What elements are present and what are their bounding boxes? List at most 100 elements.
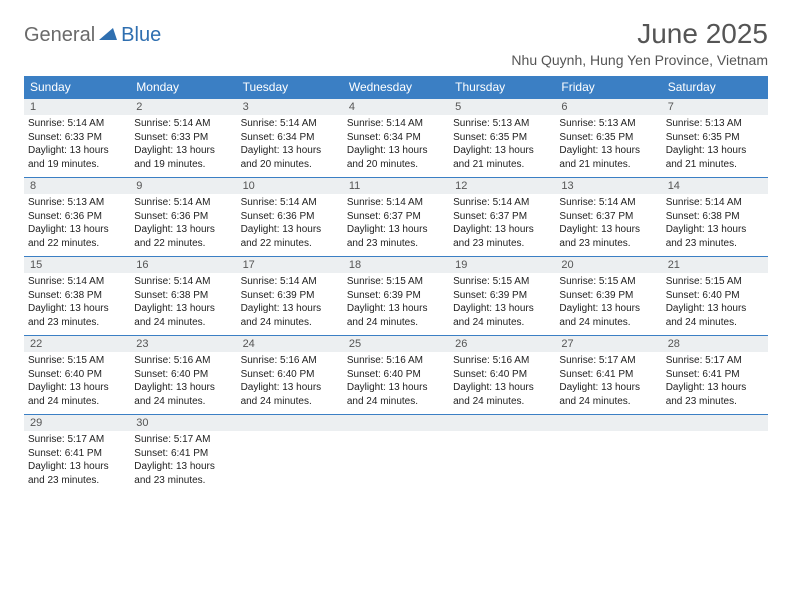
day-body-row: Sunrise: 5:14 AMSunset: 6:33 PMDaylight:… <box>24 115 768 178</box>
empty-day-body <box>662 434 768 490</box>
day-number: 14 <box>662 178 768 194</box>
day-number: 19 <box>449 257 555 273</box>
day-number: 26 <box>449 336 555 352</box>
day-number-row: 15161718192021 <box>24 257 768 274</box>
sunset-text: Sunset: 6:40 PM <box>241 368 339 382</box>
day-info: Sunrise: 5:14 AMSunset: 6:37 PMDaylight:… <box>449 194 555 256</box>
day-num-cell: 3 <box>237 99 343 116</box>
daylight-line1: Daylight: 13 hours <box>666 223 764 237</box>
day-number: 23 <box>130 336 236 352</box>
sunrise-text: Sunrise: 5:14 AM <box>134 275 232 289</box>
calendar-page: General Blue June 2025 Nhu Quynh, Hung Y… <box>0 0 792 511</box>
empty-day-number <box>555 415 661 431</box>
day-number: 17 <box>237 257 343 273</box>
sunset-text: Sunset: 6:36 PM <box>28 210 126 224</box>
day-body-cell: Sunrise: 5:16 AMSunset: 6:40 PMDaylight:… <box>237 352 343 415</box>
day-num-cell: 23 <box>130 336 236 353</box>
day-body-cell: Sunrise: 5:14 AMSunset: 6:34 PMDaylight:… <box>237 115 343 178</box>
day-num-cell: 30 <box>130 415 236 432</box>
day-info: Sunrise: 5:17 AMSunset: 6:41 PMDaylight:… <box>130 431 236 493</box>
daylight-line1: Daylight: 13 hours <box>453 223 551 237</box>
daylight-line1: Daylight: 13 hours <box>666 381 764 395</box>
calendar-table: Sunday Monday Tuesday Wednesday Thursday… <box>24 76 768 493</box>
empty-day-number <box>343 415 449 431</box>
daylight-line2: and 20 minutes. <box>347 158 445 172</box>
day-header-row: Sunday Monday Tuesday Wednesday Thursday… <box>24 76 768 99</box>
day-num-cell: 2 <box>130 99 236 116</box>
daylight-line1: Daylight: 13 hours <box>28 381 126 395</box>
daylight-line2: and 24 minutes. <box>347 316 445 330</box>
day-body-row: Sunrise: 5:13 AMSunset: 6:36 PMDaylight:… <box>24 194 768 257</box>
daylight-line2: and 23 minutes. <box>347 237 445 251</box>
day-number: 5 <box>449 99 555 115</box>
daylight-line1: Daylight: 13 hours <box>347 381 445 395</box>
location: Nhu Quynh, Hung Yen Province, Vietnam <box>511 52 768 68</box>
daylight-line1: Daylight: 13 hours <box>559 381 657 395</box>
day-num-cell: 1 <box>24 99 130 116</box>
sunset-text: Sunset: 6:39 PM <box>453 289 551 303</box>
daylight-line1: Daylight: 13 hours <box>28 144 126 158</box>
day-number: 10 <box>237 178 343 194</box>
daylight-line1: Daylight: 13 hours <box>134 460 232 474</box>
day-body-cell: Sunrise: 5:17 AMSunset: 6:41 PMDaylight:… <box>662 352 768 415</box>
day-body-cell: Sunrise: 5:15 AMSunset: 6:40 PMDaylight:… <box>662 273 768 336</box>
daylight-line2: and 21 minutes. <box>666 158 764 172</box>
day-info: Sunrise: 5:14 AMSunset: 6:33 PMDaylight:… <box>24 115 130 177</box>
sunset-text: Sunset: 6:39 PM <box>347 289 445 303</box>
daylight-line2: and 21 minutes. <box>453 158 551 172</box>
sunrise-text: Sunrise: 5:16 AM <box>241 354 339 368</box>
day-body-cell <box>343 431 449 493</box>
day-number: 21 <box>662 257 768 273</box>
sunrise-text: Sunrise: 5:13 AM <box>453 117 551 131</box>
sunset-text: Sunset: 6:37 PM <box>559 210 657 224</box>
daylight-line1: Daylight: 13 hours <box>28 302 126 316</box>
sunset-text: Sunset: 6:41 PM <box>559 368 657 382</box>
day-info: Sunrise: 5:14 AMSunset: 6:36 PMDaylight:… <box>130 194 236 256</box>
sunrise-text: Sunrise: 5:14 AM <box>241 117 339 131</box>
daylight-line1: Daylight: 13 hours <box>347 144 445 158</box>
day-number-row: 1234567 <box>24 99 768 116</box>
daylight-line2: and 24 minutes. <box>453 316 551 330</box>
daylight-line2: and 19 minutes. <box>28 158 126 172</box>
day-info: Sunrise: 5:14 AMSunset: 6:38 PMDaylight:… <box>662 194 768 256</box>
daylight-line1: Daylight: 13 hours <box>241 381 339 395</box>
day-info: Sunrise: 5:17 AMSunset: 6:41 PMDaylight:… <box>24 431 130 493</box>
sunset-text: Sunset: 6:33 PM <box>28 131 126 145</box>
day-number: 27 <box>555 336 661 352</box>
day-num-cell: 24 <box>237 336 343 353</box>
day-info: Sunrise: 5:13 AMSunset: 6:35 PMDaylight:… <box>449 115 555 177</box>
day-num-cell <box>237 415 343 432</box>
day-number: 13 <box>555 178 661 194</box>
day-info: Sunrise: 5:14 AMSunset: 6:39 PMDaylight:… <box>237 273 343 335</box>
day-info: Sunrise: 5:15 AMSunset: 6:39 PMDaylight:… <box>555 273 661 335</box>
sunrise-text: Sunrise: 5:14 AM <box>134 196 232 210</box>
day-body-cell: Sunrise: 5:14 AMSunset: 6:33 PMDaylight:… <box>24 115 130 178</box>
day-number-row: 2930 <box>24 415 768 432</box>
daylight-line1: Daylight: 13 hours <box>666 302 764 316</box>
day-num-cell: 15 <box>24 257 130 274</box>
daylight-line2: and 24 minutes. <box>28 395 126 409</box>
day-body-cell: Sunrise: 5:17 AMSunset: 6:41 PMDaylight:… <box>555 352 661 415</box>
sunrise-text: Sunrise: 5:14 AM <box>559 196 657 210</box>
day-body-cell <box>237 431 343 493</box>
day-body-cell: Sunrise: 5:15 AMSunset: 6:39 PMDaylight:… <box>555 273 661 336</box>
day-num-cell: 22 <box>24 336 130 353</box>
sunset-text: Sunset: 6:40 PM <box>134 368 232 382</box>
daylight-line1: Daylight: 13 hours <box>28 223 126 237</box>
logo: General Blue <box>24 18 161 47</box>
empty-day-number <box>237 415 343 431</box>
day-number: 11 <box>343 178 449 194</box>
sunrise-text: Sunrise: 5:17 AM <box>134 433 232 447</box>
day-body-cell: Sunrise: 5:14 AMSunset: 6:36 PMDaylight:… <box>237 194 343 257</box>
day-body-cell <box>555 431 661 493</box>
sunrise-text: Sunrise: 5:16 AM <box>134 354 232 368</box>
sunset-text: Sunset: 6:41 PM <box>28 447 126 461</box>
sunset-text: Sunset: 6:39 PM <box>241 289 339 303</box>
sunrise-text: Sunrise: 5:14 AM <box>241 275 339 289</box>
day-body-cell: Sunrise: 5:15 AMSunset: 6:39 PMDaylight:… <box>449 273 555 336</box>
day-info: Sunrise: 5:14 AMSunset: 6:37 PMDaylight:… <box>343 194 449 256</box>
daylight-line2: and 24 minutes. <box>241 395 339 409</box>
sunset-text: Sunset: 6:37 PM <box>347 210 445 224</box>
sunset-text: Sunset: 6:38 PM <box>666 210 764 224</box>
day-body-row: Sunrise: 5:15 AMSunset: 6:40 PMDaylight:… <box>24 352 768 415</box>
